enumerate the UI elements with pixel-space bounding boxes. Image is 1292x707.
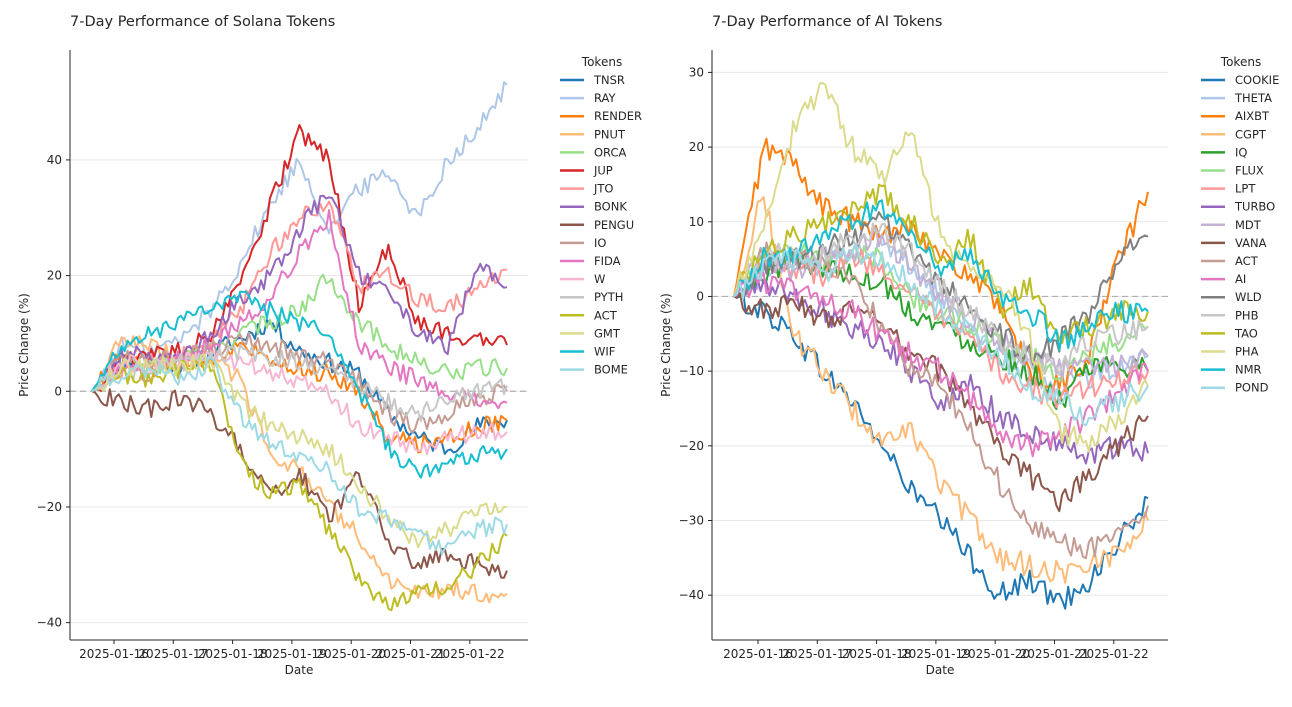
y-tick-label: −20 [679,439,704,453]
legend-title: Tokens [1220,55,1261,69]
y-tick-label: −30 [679,514,704,528]
chart-panel-2: 7-Day Performance of AI Tokens −40 −30 −20 −… [659,14,1279,677]
x-tick-label: 2025-01-20 [316,647,386,661]
y-tick-label: 0 [696,289,704,303]
y-tick-label: −20 [37,500,62,514]
chart-panel-1: 7-Day Performance of Solana Tokens −40 −20… [17,14,642,677]
legend-label: PHB [1235,308,1259,322]
legend: Tokens COOKIE THETA AIXBT CGPT IQ FLUX LPT TURBO… [1201,55,1279,395]
y-tick-label: −40 [37,616,62,630]
series-line-ray [91,81,508,392]
legend-label: VANA [1235,236,1267,250]
legend-label: PNUT [594,127,626,141]
y-tick-label: 30 [689,65,704,79]
legend-label: PHA [1235,345,1259,359]
series-line-bonk [91,194,508,392]
series-line-bome [91,356,508,556]
y-tick-label: 0 [54,384,62,398]
legend-label: IQ [1235,145,1247,159]
legend-label: TURBO [1234,200,1275,214]
series-line-wld [733,211,1149,367]
x-tick-label: 2025-01-18 [198,647,268,661]
legend-label: BONK [594,200,627,214]
series-line-phb [733,222,1149,377]
y-tick-label: −40 [679,588,704,602]
legend-label: LPT [1235,182,1256,196]
x-tick-label: 2025-01-19 [901,647,971,661]
legend-label: PENGU [594,218,634,232]
x-tick-label: 2025-01-21 [1020,647,1090,661]
legend-label: MDT [1235,218,1262,232]
y-axis-label: Price Change (%) [17,293,31,397]
series-line-ai [733,271,1149,458]
series-line-pengu [91,388,508,579]
series-line-jup [91,124,508,393]
legend-label: CGPT [1235,127,1267,141]
legend-label: JTO [593,182,613,196]
legend-label: FLUX [1235,164,1264,178]
legend-label: GMT [594,326,621,340]
legend-label: NMR [1235,363,1262,377]
y-tick-label: 10 [689,215,704,229]
legend: Tokens TNSR RAY RENDER PNUT ORCA JUP JTO BONK PEN… [560,55,642,377]
legend-label: W [594,272,605,286]
x-tick-label: 2025-01-17 [138,647,208,661]
x-axis-label: Date [285,663,314,677]
legend-label: PYTH [594,290,623,304]
y-axis-label: Price Change (%) [659,293,673,397]
x-tick-label: 2025-01-19 [257,647,327,661]
x-axis-label: Date [926,663,955,677]
series-line-pond [733,242,1149,427]
legend-label: FIDA [594,254,621,268]
series-line-nmr [733,199,1149,352]
chart-title: 7-Day Performance of AI Tokens [712,14,942,30]
series-line-act [91,359,508,612]
legend-label: WLD [1235,290,1262,304]
y-tick-label: 20 [689,140,704,154]
legend-label: TNSR [593,73,625,87]
legend-label: JUP [593,164,613,178]
legend-label: AI [1235,272,1246,286]
series-line-aixbt [733,137,1149,393]
legend-label: THETA [1234,91,1272,105]
x-tick-label: 2025-01-22 [435,647,505,661]
legend-label: ORCA [594,145,626,159]
y-tick-label: 40 [47,153,62,167]
legend-label: RAY [594,91,616,105]
series-line-wif [91,290,508,479]
legend-title: Tokens [581,55,622,69]
series-line-act [733,241,1149,560]
legend-label: ACT [594,308,618,322]
legend-label: WIF [594,345,615,359]
legend-label: TAO [1234,326,1258,340]
x-tick-label: 2025-01-16 [723,647,793,661]
legend-label: POND [1235,381,1269,395]
legend-label: ACT [1235,254,1259,268]
x-tick-label: 2025-01-21 [376,647,446,661]
series-line-vana [733,292,1149,513]
x-tick-label: 2025-01-18 [842,647,912,661]
legend-label: IO [594,236,606,250]
series-line-cookie [733,288,1149,610]
x-tick-label: 2025-01-20 [960,647,1030,661]
legend-label: RENDER [594,109,642,123]
x-tick-label: 2025-01-22 [1079,647,1149,661]
legend-label: COOKIE [1235,73,1279,87]
x-tick-label: 2025-01-16 [79,647,149,661]
series-line-pha [733,82,1149,453]
series-line-cgpt [733,196,1149,584]
y-tick-label: 20 [47,269,62,283]
legend-label: AIXBT [1235,109,1270,123]
chart-title: 7-Day Performance of Solana Tokens [70,14,335,30]
y-tick-label: −10 [679,364,704,378]
x-tick-label: 2025-01-17 [782,647,852,661]
legend-label: BOME [594,363,628,377]
